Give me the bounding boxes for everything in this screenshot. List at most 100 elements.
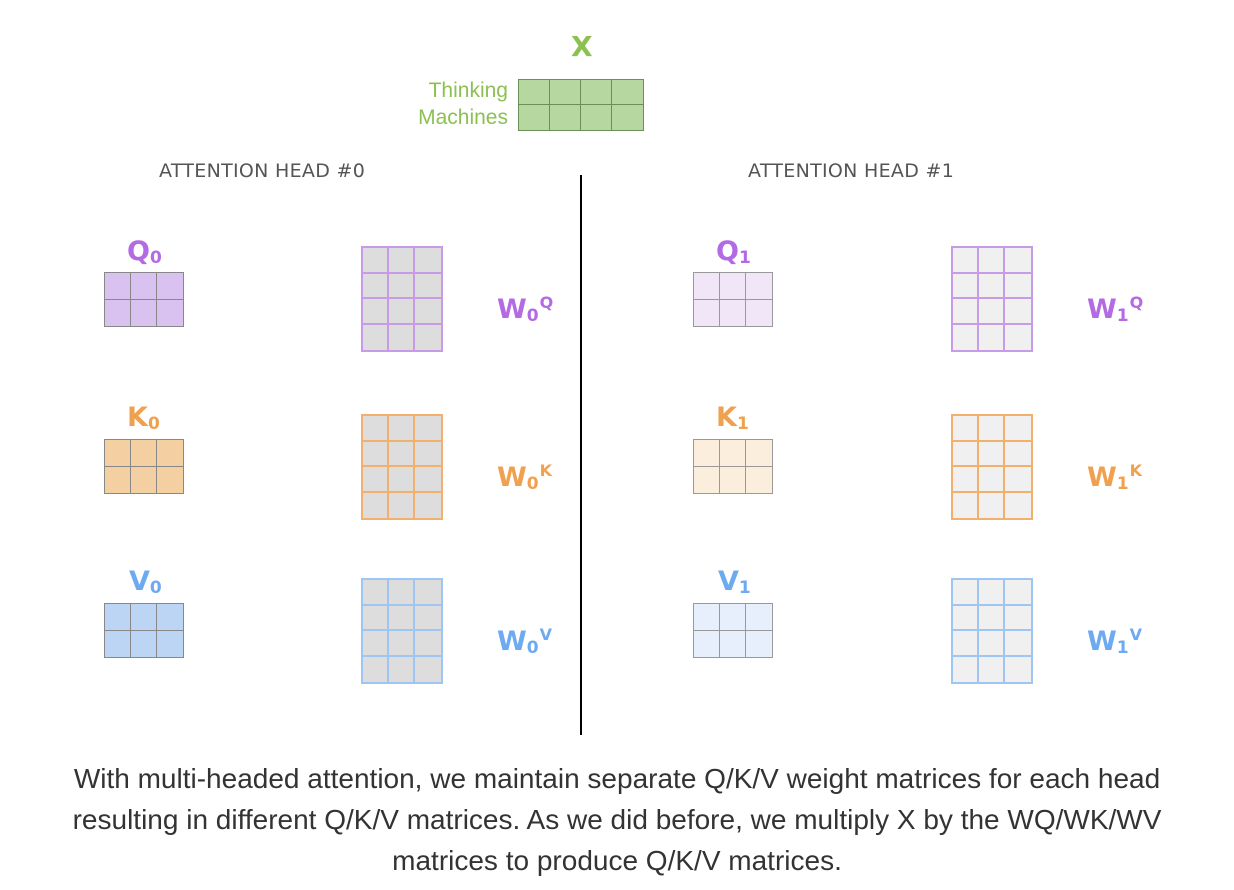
w1q-cell: [1005, 248, 1031, 274]
k1-cell: [720, 440, 746, 467]
v1-matrix: [693, 603, 773, 658]
w0q-cell: [389, 299, 415, 325]
w1v-cell: [1005, 580, 1031, 606]
w0v-cell: [415, 656, 441, 682]
w0v-cell: [389, 631, 415, 657]
q1-cell: [720, 299, 746, 326]
caption-line-2: resulting in different Q/K/V matrices. A…: [72, 804, 1162, 835]
w0q-cell: [389, 248, 415, 274]
w1q-letter: W: [1087, 294, 1117, 325]
w0q-cell: [415, 324, 441, 350]
w0v-superscript: V: [539, 625, 553, 644]
w1k-cell: [1005, 492, 1031, 518]
k0-subscript: 0: [147, 414, 160, 434]
w1q-cell: [953, 248, 979, 274]
input-word-thinking: Thinking: [428, 79, 508, 102]
head-divider: [580, 175, 582, 735]
w0k-superscript: K: [539, 461, 553, 480]
head-1-title: ATTENTION HEAD #1: [748, 160, 955, 182]
k0-cell: [105, 466, 131, 493]
q0-cell: [105, 273, 131, 300]
q0-cell: [105, 299, 131, 326]
v1-subscript: 1: [738, 578, 751, 598]
w0q-cell: [363, 324, 389, 350]
v1-cell: [720, 630, 746, 657]
input-matrix-cell: [612, 105, 643, 130]
w0q-cell: [415, 273, 441, 299]
figure-caption: With multi-headed attention, we maintain…: [0, 758, 1234, 881]
w1q-cell: [953, 299, 979, 325]
w0v-matrix: [361, 578, 443, 684]
w0v-cell: [363, 631, 389, 657]
k1-cell: [746, 440, 772, 467]
k0-cell: [157, 466, 183, 493]
w1v-letter: W: [1087, 626, 1117, 657]
w0q-label: W0Q: [497, 295, 553, 325]
w0q-subscript: 0: [526, 306, 539, 326]
w0k-letter: W: [497, 462, 527, 493]
v1-cell: [746, 604, 772, 631]
w0q-cell: [415, 248, 441, 274]
w1k-cell: [953, 492, 979, 518]
caption-line-1: With multi-headed attention, we maintain…: [73, 763, 1161, 794]
w0v-cell: [415, 631, 441, 657]
w1v-cell: [953, 605, 979, 631]
q0-cell: [157, 273, 183, 300]
w0v-cell: [415, 605, 441, 631]
v1-cell: [694, 604, 720, 631]
w0k-cell: [389, 492, 415, 518]
w0k-cell: [415, 467, 441, 493]
w1q-cell: [953, 273, 979, 299]
w1k-subscript: 1: [1116, 474, 1129, 494]
w0k-cell: [415, 441, 441, 467]
w1k-matrix: [951, 414, 1033, 520]
w1v-cell: [1005, 631, 1031, 657]
w1v-superscript: V: [1129, 625, 1143, 644]
input-word-list: Thinking Machines: [380, 77, 508, 131]
w1k-cell: [979, 492, 1005, 518]
w1v-cell: [979, 580, 1005, 606]
w0v-subscript: 0: [526, 638, 539, 658]
k1-subscript: 1: [736, 414, 749, 434]
w0v-cell: [363, 656, 389, 682]
w1q-matrix: [951, 246, 1033, 352]
w1k-cell: [979, 416, 1005, 442]
w1k-label: W1K: [1087, 463, 1142, 493]
input-matrix-cell: [581, 80, 612, 105]
v1-cell: [746, 630, 772, 657]
k1-matrix: [693, 439, 773, 494]
q0-subscript: 0: [149, 248, 162, 268]
q1-letter: Q: [716, 236, 739, 267]
w0v-cell: [389, 656, 415, 682]
w0q-cell: [363, 299, 389, 325]
k1-cell: [746, 466, 772, 493]
v0-subscript: 0: [149, 578, 162, 598]
w1q-cell: [1005, 273, 1031, 299]
input-word-machines: Machines: [418, 106, 508, 129]
q0-matrix: [104, 272, 184, 327]
k0-cell: [131, 466, 157, 493]
v0-label: V0: [129, 568, 162, 597]
w0k-matrix: [361, 414, 443, 520]
w0k-cell: [363, 441, 389, 467]
w1q-superscript: Q: [1129, 293, 1144, 312]
k0-cell: [131, 440, 157, 467]
k1-letter: K: [716, 402, 737, 433]
w1k-cell: [953, 416, 979, 442]
q0-cell: [157, 299, 183, 326]
q1-cell: [720, 273, 746, 300]
w0k-cell: [363, 416, 389, 442]
w1k-cell: [979, 441, 1005, 467]
input-matrix-cell: [550, 105, 581, 130]
k1-cell: [720, 466, 746, 493]
w0q-cell: [415, 299, 441, 325]
w1q-cell: [979, 324, 1005, 350]
input-matrix-cell: [612, 80, 643, 105]
w0q-cell: [389, 273, 415, 299]
w1q-subscript: 1: [1116, 306, 1129, 326]
w1k-cell: [1005, 441, 1031, 467]
w0v-cell: [389, 605, 415, 631]
input-matrix-cell: [581, 105, 612, 130]
w1q-cell: [979, 248, 1005, 274]
q0-label: Q0: [127, 238, 162, 267]
